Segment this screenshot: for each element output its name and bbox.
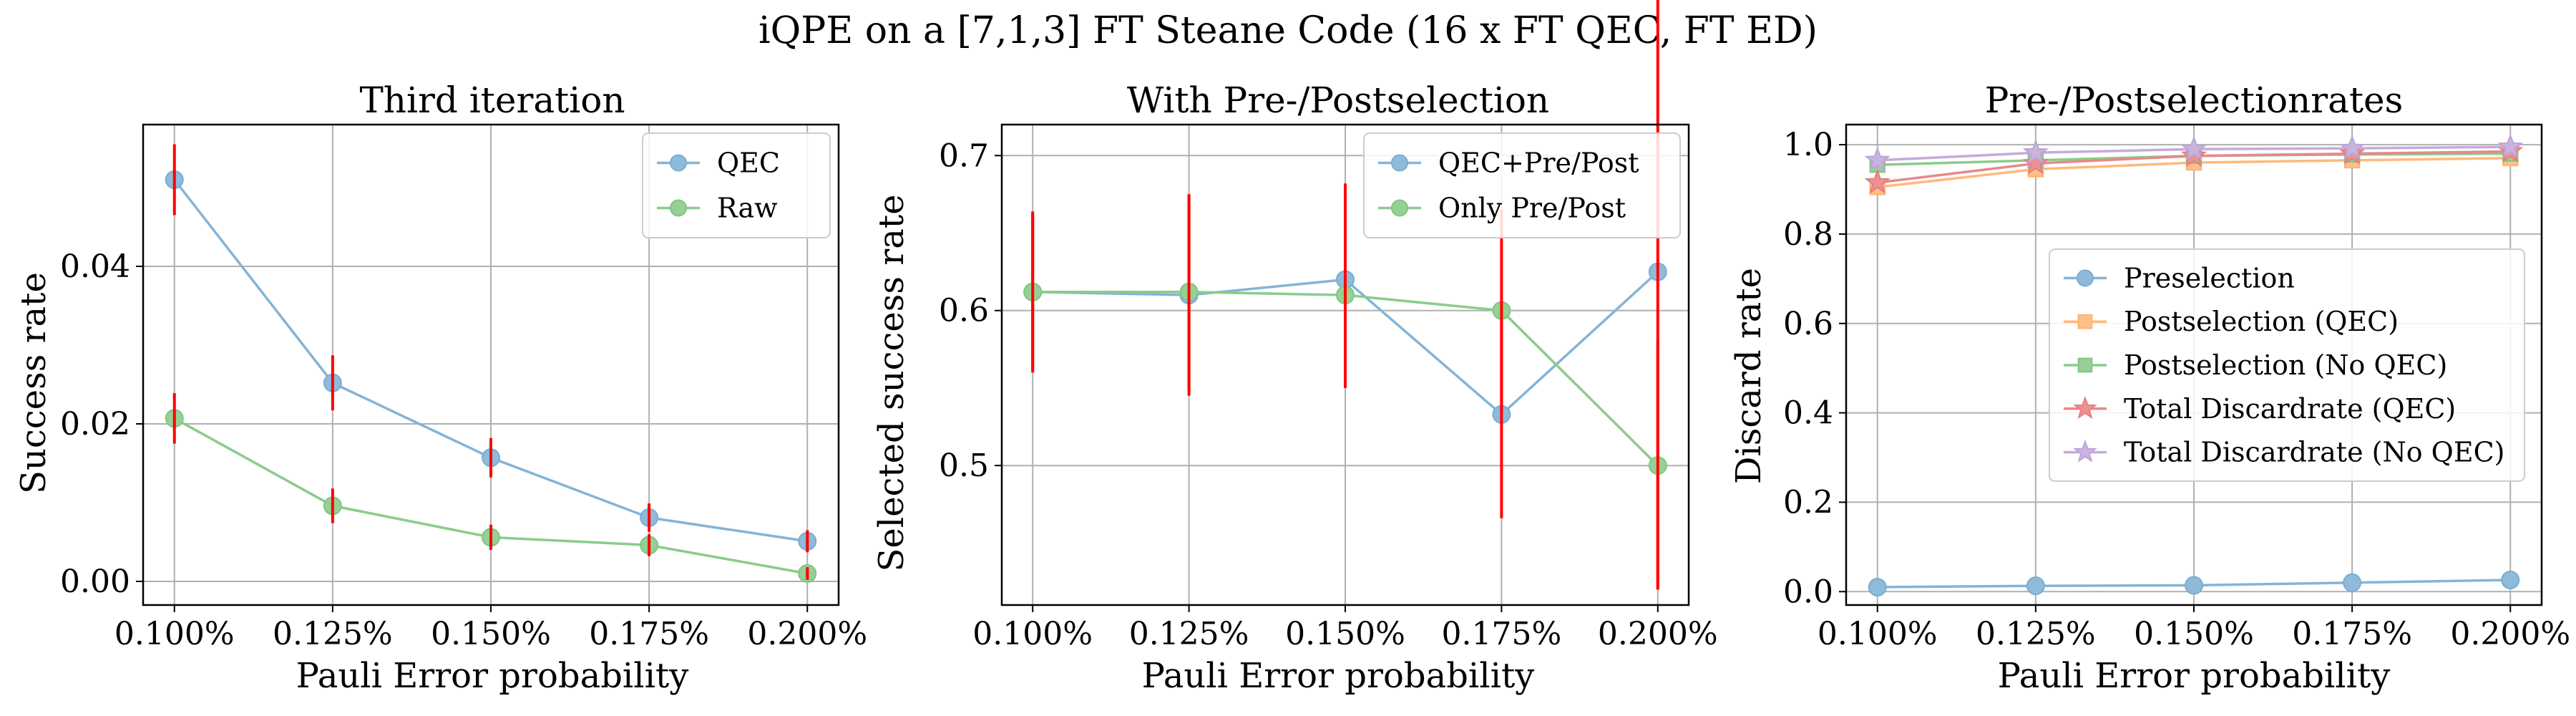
data-point-marker xyxy=(2026,576,2045,596)
legend: QEC Raw xyxy=(642,132,831,238)
data-point-marker xyxy=(2022,139,2049,164)
x-axis-label: Pauli Error probability xyxy=(1998,656,2391,696)
series-total-discardrate-no-qec xyxy=(1864,133,2524,172)
x-tick-label: 0.125% xyxy=(1129,616,1249,652)
legend: Preselection Postselection (QEC) Postselec… xyxy=(2049,248,2525,482)
series-raw xyxy=(165,393,817,583)
data-point-marker xyxy=(670,154,687,172)
panel-selected-success-rate: With Pre-/Postselection Pauli Error prob… xyxy=(872,0,1718,696)
x-tick-label: 0.200% xyxy=(747,616,867,652)
data-point-marker xyxy=(2497,133,2524,158)
panel-title: Pre-/Postselectionrates xyxy=(1985,79,2404,121)
data-point-marker xyxy=(1864,169,1890,194)
data-point-marker xyxy=(1391,154,1408,172)
x-tick-label: 0.125% xyxy=(1976,616,2096,652)
data-point-marker xyxy=(2501,571,2520,590)
legend-label: Only Pre/Post xyxy=(1438,193,1626,224)
legend-box xyxy=(2049,248,2525,482)
x-tick-label: 0.175% xyxy=(2292,616,2412,652)
y-tick-label: 0.6 xyxy=(939,293,989,329)
figure-suptitle: iQPE on a [7,1,3] FT Steane Code (16 x F… xyxy=(758,9,1818,52)
series-preselection xyxy=(1868,571,2520,597)
data-point-marker xyxy=(2180,135,2207,160)
x-tick-label: 0.175% xyxy=(589,616,709,652)
x-tick-label: 0.150% xyxy=(1285,616,1405,652)
x-tick-label: 0.150% xyxy=(431,616,551,652)
x-tick-label: 0.200% xyxy=(1598,616,1718,652)
legend-label: Postselection (No QEC) xyxy=(2124,349,2447,381)
data-point-marker xyxy=(1868,578,1887,597)
y-tick-label: 0.6 xyxy=(1783,306,1833,342)
data-point-marker xyxy=(2185,576,2203,595)
x-tick-label: 0.150% xyxy=(2134,616,2254,652)
y-tick-label: 0.0 xyxy=(1783,574,1833,610)
legend-label: Total Discardrate (QEC) xyxy=(2124,393,2456,425)
x-tick-label: 0.100% xyxy=(972,616,1093,652)
data-point-marker xyxy=(2022,150,2049,175)
data-point-marker xyxy=(2077,314,2093,329)
panel-title: With Pre-/Postselection xyxy=(1127,79,1549,121)
x-tick-label: 0.100% xyxy=(1818,616,1938,652)
y-tick-label: 0.00 xyxy=(60,563,130,600)
data-point-marker xyxy=(2338,135,2366,160)
legend-label: Raw xyxy=(717,193,778,224)
legend-label: Postselection (QEC) xyxy=(2124,306,2399,337)
series-only-pre-post xyxy=(1023,194,1667,590)
y-axis-label: Discard rate xyxy=(1729,268,1769,484)
y-tick-label: 0.5 xyxy=(939,448,989,484)
legend-box xyxy=(1363,132,1681,238)
y-tick-label: 1.0 xyxy=(1783,127,1833,163)
legend-label: QEC+Pre/Post xyxy=(1438,147,1639,179)
x-tick-label: 0.175% xyxy=(1442,616,1562,652)
x-tick-label: 0.200% xyxy=(2450,616,2570,652)
y-tick-label: 0.4 xyxy=(1783,395,1833,432)
panel-discard-rates: Pre-/Postselectionrates Pauli Error prob… xyxy=(1729,79,2570,696)
data-point-marker xyxy=(1391,199,1408,217)
x-tick-label: 0.125% xyxy=(273,616,393,652)
y-axis-label: Selected success rate xyxy=(872,194,912,571)
x-axis-label: Pauli Error probability xyxy=(1142,656,1535,696)
data-point-marker xyxy=(670,199,687,217)
y-tick-label: 0.8 xyxy=(1783,216,1833,253)
data-point-marker xyxy=(2343,573,2362,592)
legend-label: Total Discardrate (No QEC) xyxy=(2124,437,2504,468)
panel-success-rate: Third iteration Pauli Error probability … xyxy=(14,79,867,696)
y-tick-label: 0.04 xyxy=(60,248,130,285)
data-point-marker xyxy=(2077,269,2094,287)
legend-label: QEC xyxy=(717,147,780,179)
series-qec xyxy=(165,144,817,553)
legend: QEC+Pre/Post Only Pre/Post xyxy=(1363,132,1681,238)
y-tick-label: 0.02 xyxy=(60,406,130,442)
y-tick-label: 0.7 xyxy=(939,137,989,174)
y-axis-label: Success rate xyxy=(14,272,54,494)
legend-label: Preselection xyxy=(2124,262,2295,294)
x-axis-label: Pauli Error probability xyxy=(296,656,689,696)
data-point-marker xyxy=(2073,396,2097,420)
data-point-marker xyxy=(2073,439,2097,463)
x-tick-label: 0.100% xyxy=(114,616,235,652)
legend-box xyxy=(642,132,831,238)
data-point-marker xyxy=(1864,146,1890,172)
y-tick-label: 0.2 xyxy=(1783,484,1833,521)
data-point-marker xyxy=(2077,357,2093,373)
panel-title: Third iteration xyxy=(359,79,625,121)
